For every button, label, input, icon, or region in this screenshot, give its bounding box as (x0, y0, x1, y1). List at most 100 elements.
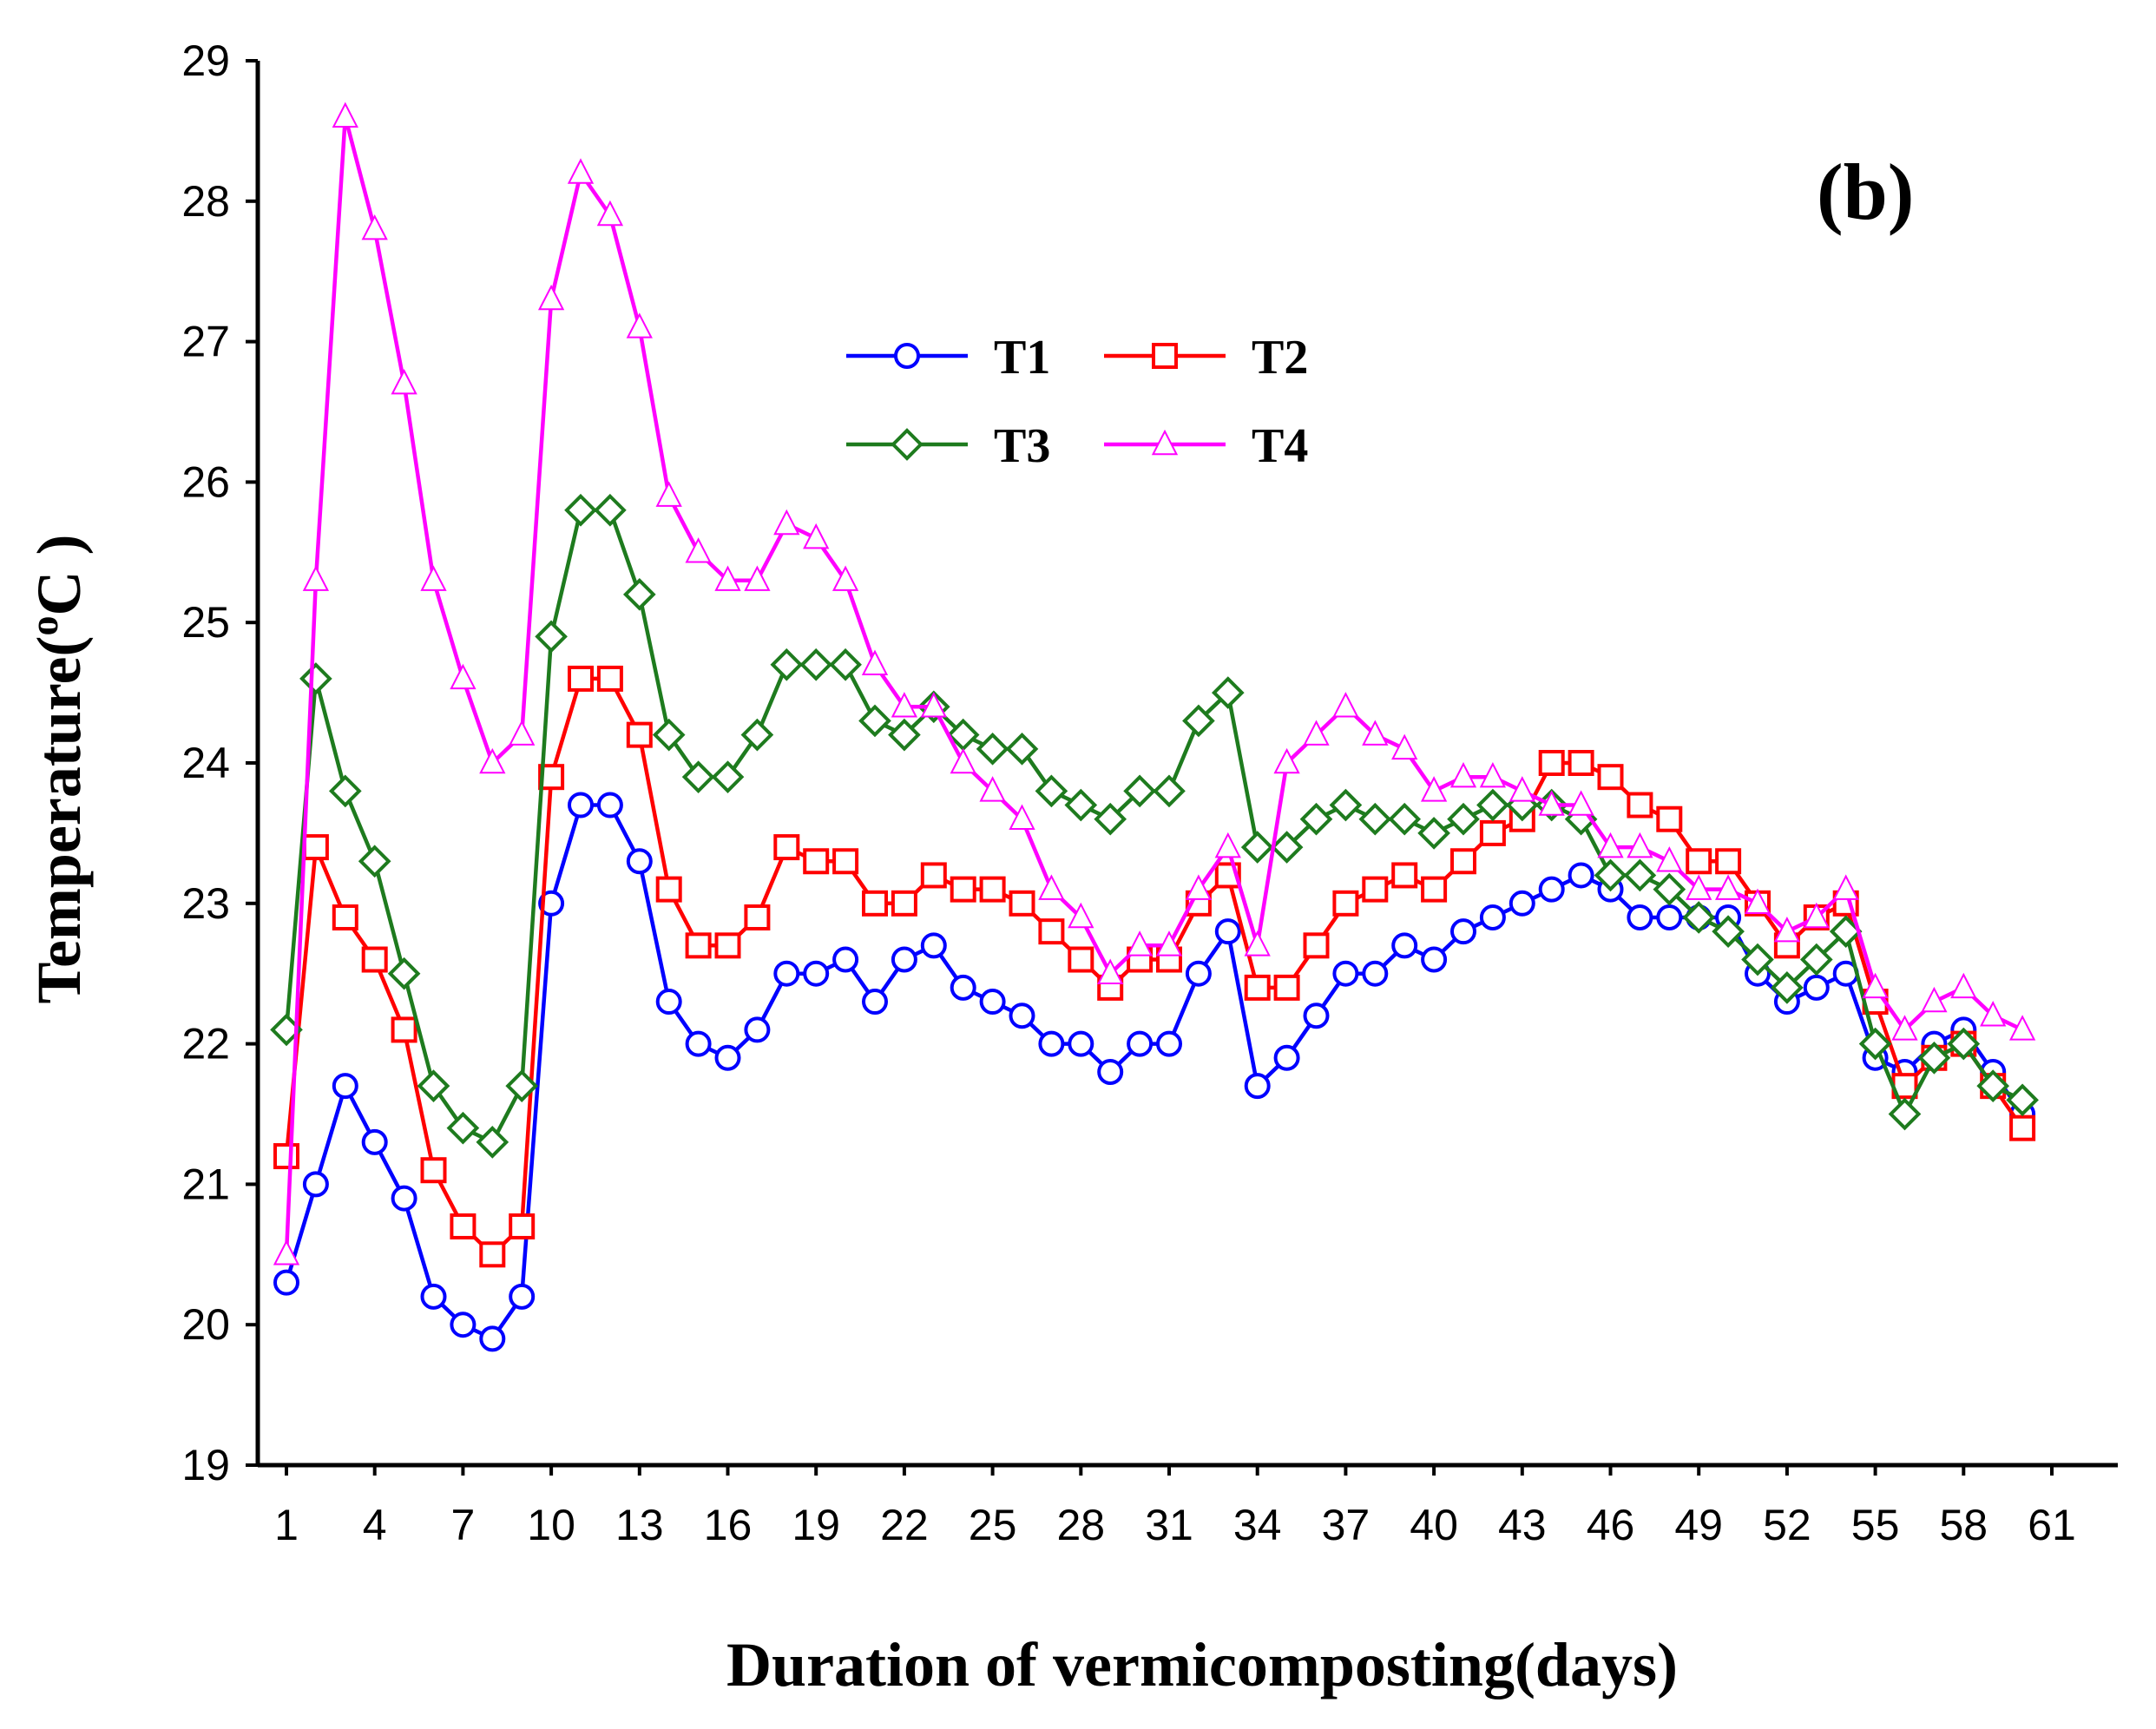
data-point-t3 (1741, 943, 1774, 976)
x-tick-label: 55 (1851, 1501, 1900, 1549)
x-tick-label: 46 (1587, 1501, 1635, 1549)
data-point-t3 (387, 957, 421, 990)
data-point-t4 (1449, 761, 1477, 788)
y-tick-label: 21 (181, 1160, 230, 1208)
data-point-t3 (1270, 831, 1304, 864)
data-point-t1 (332, 1073, 358, 1100)
data-point-t3 (594, 493, 627, 527)
data-point-t3 (1005, 732, 1039, 766)
data-point-t1 (1068, 1030, 1094, 1057)
data-point-t4 (920, 692, 947, 718)
data-point-t4 (950, 747, 976, 774)
x-tick-label: 52 (1763, 1501, 1811, 1549)
data-point-t1 (273, 1269, 299, 1296)
data-point-t3 (858, 704, 891, 738)
data-point-t4 (979, 776, 1006, 802)
legend-label-t3: T3 (994, 419, 1050, 473)
data-point-t1 (1509, 890, 1535, 917)
data-point-t1 (538, 890, 565, 917)
data-point-t2 (1332, 890, 1359, 917)
data-point-t1 (1332, 960, 1359, 987)
data-point-t2 (1273, 974, 1300, 1001)
data-point-t3 (1623, 858, 1657, 892)
data-point-t3 (1917, 1041, 1951, 1075)
data-point-t3 (535, 620, 568, 654)
data-point-t4 (1185, 874, 1213, 900)
data-point-t2 (1538, 750, 1565, 776)
data-point-t3 (2006, 1083, 2039, 1117)
data-point-t3 (505, 1069, 539, 1102)
data-point-t2 (1597, 764, 1624, 791)
data-point-t1 (1568, 862, 1594, 889)
data-point-t1 (1244, 1073, 1271, 1100)
data-point-t1 (1391, 932, 1418, 959)
data-point-t1 (1538, 876, 1565, 903)
data-point-t2 (1244, 974, 1271, 1001)
data-point-t2 (361, 946, 388, 973)
legend-item-t1: T1 (846, 331, 1050, 385)
data-point-t3 (829, 648, 862, 681)
series-t3 (270, 493, 2039, 1159)
data-point-t4 (361, 214, 388, 240)
data-point-t1 (361, 1128, 388, 1155)
data-point-t4 (596, 200, 624, 227)
data-point-t2 (1421, 876, 1448, 903)
data-point-t2 (626, 721, 653, 748)
data-point-t4 (420, 565, 447, 591)
data-point-t2 (509, 1213, 536, 1239)
legend-label-t4: T4 (1252, 419, 1308, 473)
data-point-t4 (332, 102, 358, 128)
data-point-t3 (652, 718, 686, 752)
data-point-t2 (1627, 792, 1653, 818)
data-point-t4 (1538, 790, 1565, 816)
data-point-t3 (1594, 858, 1627, 892)
data-point-t4 (1126, 930, 1154, 957)
data-point-t3 (446, 1111, 480, 1145)
x-tick-label: 31 (1145, 1501, 1193, 1549)
data-point-t3 (1299, 802, 1333, 836)
y-tick-label: 23 (181, 879, 230, 928)
data-point-t3 (564, 493, 597, 527)
data-point-t3 (1358, 802, 1392, 836)
data-point-t4 (509, 720, 536, 746)
data-point-t3 (1182, 704, 1215, 738)
data-point-t3 (1094, 802, 1127, 836)
data-point-t2 (2009, 1114, 2036, 1141)
data-point-t2 (1656, 805, 1683, 832)
data-point-t4 (1214, 832, 1241, 858)
data-point-t1 (803, 960, 830, 987)
data-point-t4 (685, 537, 712, 563)
x-tick-label: 19 (792, 1501, 840, 1549)
data-point-t2 (1303, 932, 1330, 959)
data-point-t1 (862, 989, 888, 1016)
data-point-t1 (1127, 1030, 1154, 1057)
data-point-t1 (420, 1283, 447, 1310)
data-point-t4 (1038, 874, 1065, 900)
x-tick-label: 25 (969, 1501, 1017, 1549)
data-point-t3 (1976, 1069, 2010, 1102)
data-point-t2 (1068, 946, 1094, 973)
data-point-t3 (740, 718, 774, 752)
data-point-t3 (770, 648, 804, 681)
data-point-t2 (391, 1016, 417, 1043)
data-point-t2 (714, 932, 741, 959)
data-point-t4 (1656, 846, 1683, 872)
data-point-t3 (358, 845, 391, 878)
data-point-t1 (744, 1016, 771, 1043)
legend-marker-t3 (891, 428, 924, 461)
data-point-t2 (979, 876, 1006, 903)
data-point-t4 (1303, 720, 1330, 746)
data-point-t1 (1656, 904, 1683, 930)
x-tick-label: 37 (1322, 1501, 1371, 1549)
data-point-t3 (622, 578, 656, 611)
data-point-t3 (799, 648, 833, 681)
data-point-t4 (1832, 874, 1859, 900)
data-point-t2 (568, 665, 594, 692)
x-tick-label: 61 (2028, 1501, 2076, 1549)
data-point-t4 (1391, 733, 1418, 760)
data-point-t4 (1980, 1001, 2007, 1027)
y-axis-title-unit: C ) (24, 535, 94, 616)
axes-layer (255, 61, 2118, 1468)
data-point-t2 (1362, 876, 1389, 903)
legend-marker-t2 (1152, 343, 1178, 369)
